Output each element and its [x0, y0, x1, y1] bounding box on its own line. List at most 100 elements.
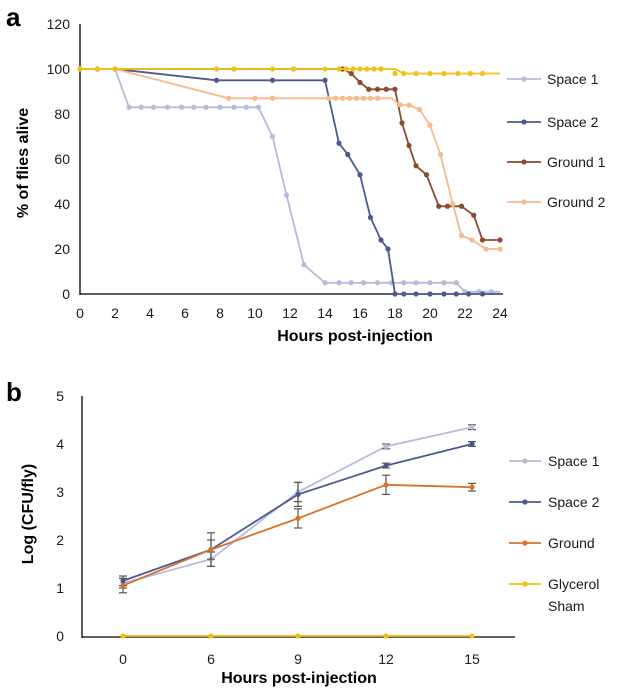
panel-a-data-point	[371, 66, 377, 72]
panel-a-data-point	[385, 246, 391, 252]
panel-a-data-point	[77, 66, 83, 72]
panel-a-data-point	[483, 246, 489, 252]
panel-a-data-point	[458, 232, 465, 239]
panel-b-legend-label: Space 1	[548, 453, 600, 469]
panel-a-data-point	[357, 79, 363, 86]
panel-a-x-tick-label: 22	[457, 305, 473, 321]
panel-a-data-point	[406, 102, 412, 108]
panel-b-data-point	[383, 463, 389, 469]
panel-a-legend-label: Space 1	[547, 71, 599, 87]
panel-a-data-point	[427, 291, 433, 297]
panel-a-x-tick-label: 10	[247, 305, 263, 321]
panel-b-y-tick-label: 2	[56, 532, 64, 548]
panel-a-data-point	[213, 66, 220, 72]
panel-a-data-point	[150, 104, 157, 110]
panel-b-data-point	[120, 633, 126, 639]
panel-a-data-point	[406, 142, 412, 149]
panel-a-y-tick-label: 80	[54, 106, 70, 122]
panel-a-data-point	[112, 66, 118, 72]
panel-a-data-point	[336, 280, 342, 286]
panel-a-data-point	[392, 86, 398, 92]
panel-a-y-axis-title: % of flies alive	[15, 108, 32, 218]
panel-b-y-tick-label: 5	[56, 388, 64, 404]
panel-a-data-point	[416, 106, 423, 113]
panel-a-data-point	[423, 172, 430, 178]
panel-a-x-tick-label: 8	[216, 305, 224, 321]
panel-a-data-point	[269, 95, 276, 101]
panel-a-data-point	[322, 66, 328, 72]
panel-a-data-point	[252, 95, 258, 101]
panel-a-data-point	[453, 291, 459, 297]
panel-b-data-point	[208, 633, 214, 639]
panel-a-series-line	[80, 68, 500, 250]
panel-a-data-point	[437, 151, 444, 158]
panel-a-legend-marker	[521, 199, 527, 205]
panel-a: a Hours post-injection % of flies alive …	[6, 2, 606, 345]
panel-a-x-tick-label: 18	[387, 305, 403, 321]
panel-a-data-point	[401, 291, 407, 297]
panel-b-legend-label: Glycerol	[548, 576, 599, 592]
panel-a-data-point	[301, 262, 307, 268]
panel-a-data-point	[336, 66, 342, 72]
panel-a-data-point	[378, 66, 384, 72]
panel-b-x-tick-label: 0	[119, 651, 127, 667]
panel-b-y-tick-label: 0	[56, 628, 64, 644]
panel-a-data-point	[497, 237, 503, 243]
panel-a-x-tick-label: 0	[76, 305, 84, 321]
panel-a-data-point	[213, 77, 220, 83]
panel-a-x-tick-label: 4	[146, 305, 154, 321]
panel-a-data-point	[243, 104, 249, 110]
panel-a-data-point	[479, 70, 486, 77]
panel-b-legend-marker	[522, 499, 528, 505]
panel-b-data-point	[469, 424, 475, 430]
panel-a-data-point	[488, 289, 494, 295]
panel-a-data-point	[497, 246, 503, 252]
panel-a-x-tick-label: 24	[492, 305, 508, 321]
panel-a-x-tick-label: 12	[282, 305, 298, 321]
panel-a-data-point	[336, 140, 342, 146]
panel-a-data-point	[322, 77, 328, 83]
panel-a-data-point	[348, 280, 354, 286]
panel-a-data-point	[436, 203, 442, 209]
panel-a-data-point	[465, 291, 472, 297]
panel-a-legend-marker	[521, 76, 527, 82]
panel-a-data-point	[269, 133, 276, 140]
panel-a-data-point	[469, 237, 475, 243]
panel-a-data-point	[444, 203, 451, 209]
panel-a-data-point	[471, 212, 477, 218]
panel-a-data-point	[399, 120, 405, 126]
panel-a-y-tick-label: 120	[47, 16, 71, 32]
panel-a-data-point	[392, 291, 398, 297]
panel-b-data-point	[295, 515, 301, 522]
panel-b-y-tick-label: 4	[56, 436, 64, 452]
panel-a-x-tick-label: 14	[317, 305, 333, 321]
panel-b-x-tick-label: 15	[464, 651, 480, 667]
panel-a-legend-marker	[521, 119, 527, 125]
panel-a-data-point	[401, 70, 407, 77]
panel-b-data-point	[120, 583, 126, 589]
panel-a-data-point	[397, 102, 403, 108]
panel-a-data-point	[325, 95, 332, 101]
panel-a-data-point	[392, 70, 398, 77]
panel-a-data-point	[458, 203, 465, 209]
panel-b-legend-label: Space 2	[548, 494, 600, 510]
panel-a-data-point	[360, 280, 367, 286]
panel-a-data-point	[378, 237, 384, 243]
panel-a-data-point	[255, 104, 262, 110]
panel-a-data-point	[346, 95, 353, 101]
panel-a-data-point	[283, 192, 290, 198]
panel-a-data-point	[191, 104, 197, 110]
panel-a-x-tick-label: 6	[181, 305, 189, 321]
panel-b-data-point	[383, 633, 389, 639]
panel-b-legend-marker	[522, 540, 528, 546]
panel-a-y-tick-label: 20	[54, 241, 70, 257]
panel-a-data-point	[164, 104, 171, 110]
panel-b-data-point	[469, 633, 475, 639]
panel-a-data-point	[269, 77, 276, 83]
panel-a-data-point	[350, 66, 356, 72]
panel-a-data-point	[94, 66, 101, 72]
panel-b-data-point	[295, 491, 301, 497]
panel-b-data-point	[383, 482, 389, 488]
panel-a-data-point	[138, 104, 144, 110]
